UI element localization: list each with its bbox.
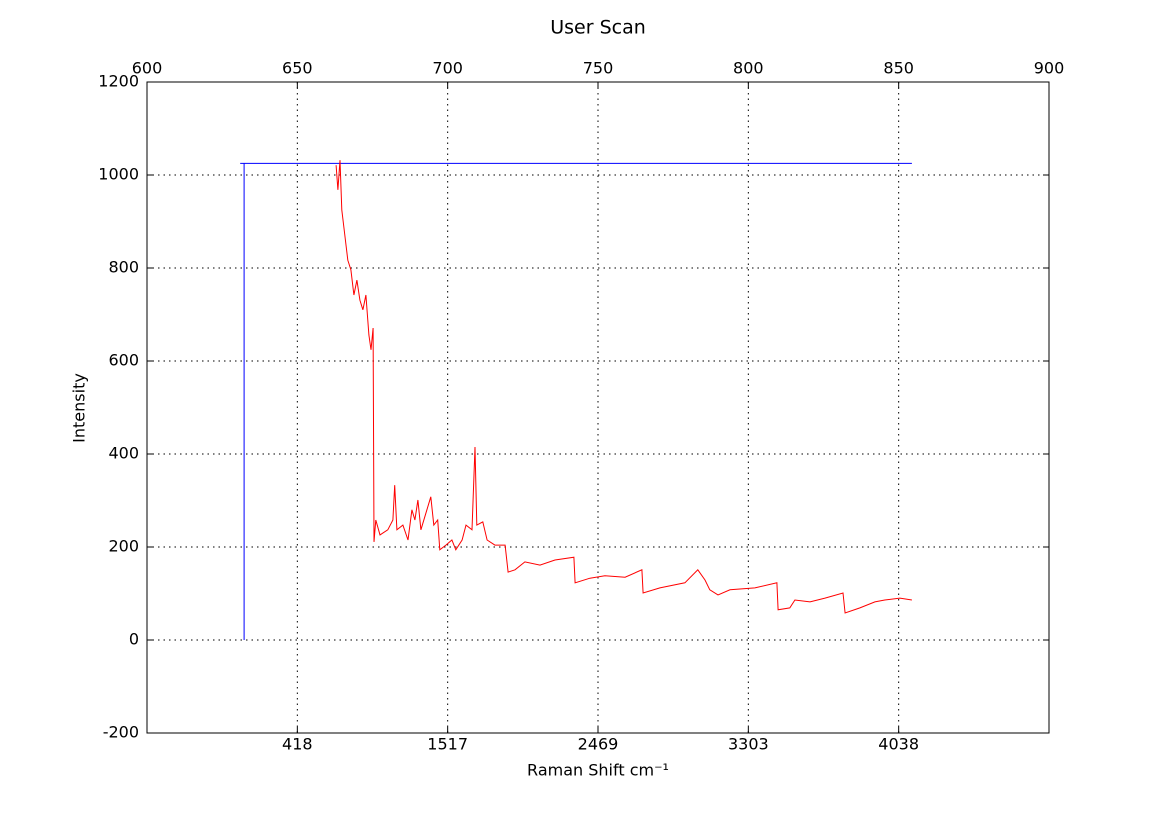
x-axis-label: Raman Shift cm⁻¹ (527, 761, 669, 780)
y-tick-label: -200 (103, 723, 139, 742)
x-tick-label: 418 (282, 735, 313, 754)
top-tick-label: 750 (583, 59, 614, 78)
top-tick-label: 650 (282, 59, 313, 78)
y-tick-label: 1200 (98, 72, 139, 91)
line-series (335, 160, 912, 614)
plot-frame (146, 81, 1050, 734)
top-tick-label: 700 (432, 59, 463, 78)
y-axis-label: Intensity (70, 373, 89, 443)
y-tick-label: 800 (108, 258, 139, 277)
y-tick-label: 0 (129, 630, 139, 649)
y-tick-label: 1000 (98, 165, 139, 184)
top-tick-label: 600 (132, 59, 163, 78)
chart-title: User Scan (550, 17, 646, 39)
x-tick-label: 2469 (578, 735, 619, 754)
y-tick-label: 400 (108, 444, 139, 463)
x-tick-label: 3303 (728, 735, 769, 754)
top-tick-label: 800 (733, 59, 764, 78)
x-tick-label: 4038 (878, 735, 919, 754)
top-tick-label: 850 (883, 59, 914, 78)
y-tick-label: 200 (108, 537, 139, 556)
top-tick-label: 900 (1034, 59, 1065, 78)
line-series (240, 162, 912, 640)
x-tick-label: 1517 (427, 735, 468, 754)
y-tick-label: 600 (108, 351, 139, 370)
